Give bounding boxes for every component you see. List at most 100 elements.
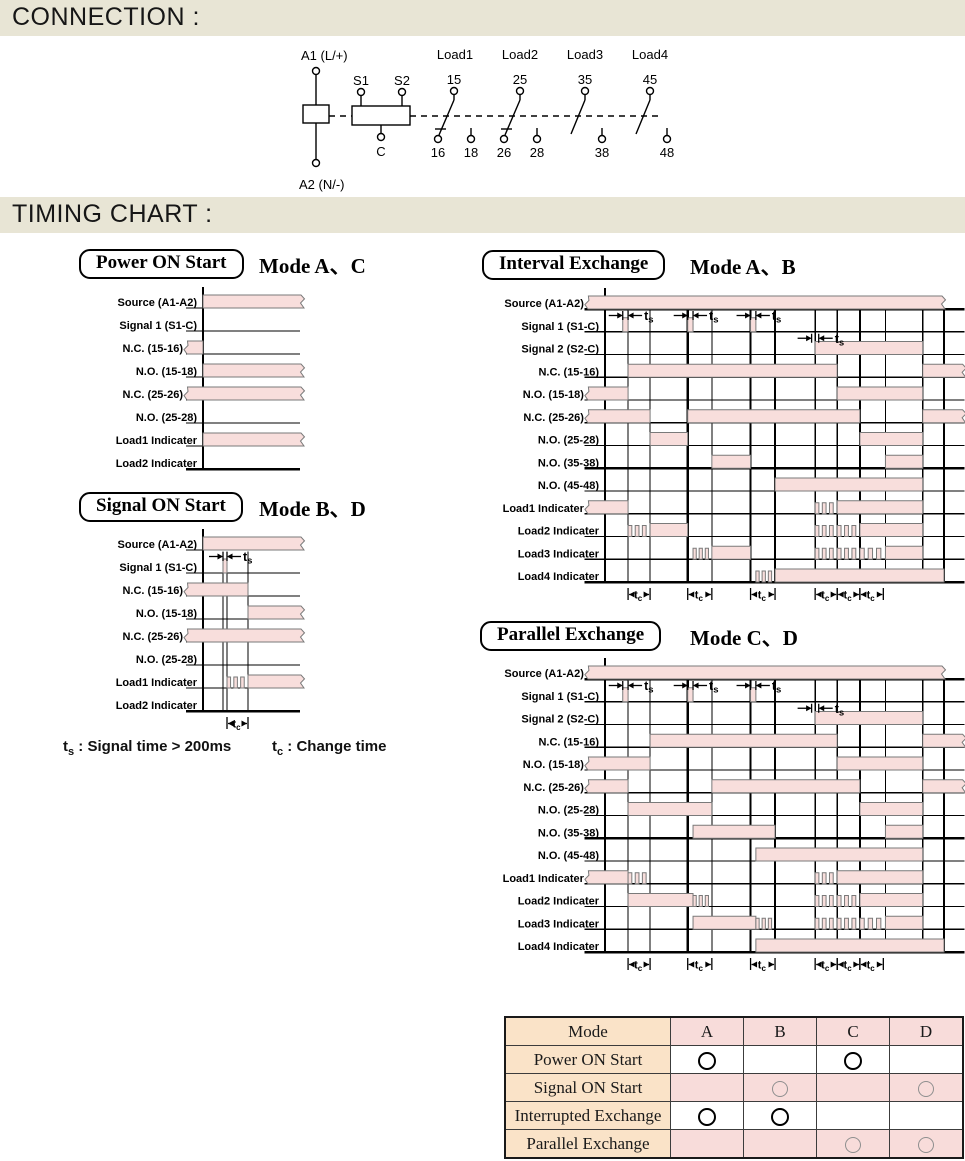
- ts-mark: [797, 703, 833, 713]
- wave-row: N.O. (15-18): [523, 386, 965, 401]
- blink-pulse: [876, 917, 882, 930]
- wave-row: Signal 2 (S2-C): [521, 711, 965, 726]
- wave-bar: [859, 432, 924, 446]
- wave-row-label: N.C. (25-26): [523, 412, 584, 424]
- wave-bar: [627, 363, 838, 378]
- mode-cell-C: [816, 1101, 890, 1130]
- wave-bar: [859, 802, 924, 816]
- wave-row: N.C. (15-16): [538, 733, 965, 748]
- wave-row-label: Load2 Indicater: [518, 896, 600, 908]
- mode-cell-D: [889, 1129, 964, 1159]
- wave-bar: [202, 363, 306, 378]
- svg-text:ts: ts: [709, 309, 718, 326]
- signal-pulse: [750, 687, 757, 703]
- signal-pulse: [222, 558, 228, 574]
- mode-enabled-circle: [698, 1051, 716, 1070]
- blink-pulse: [867, 547, 874, 560]
- wave-bar: [202, 536, 306, 551]
- wave-bar: [183, 582, 249, 597]
- blink-pulse: [767, 570, 773, 583]
- wave-bar: [755, 847, 924, 862]
- wave-bar: [649, 523, 689, 537]
- wave-bar: [687, 409, 861, 424]
- wave-bar: [649, 432, 689, 446]
- coil-box: [302, 104, 330, 124]
- blink-pulse: [814, 895, 820, 907]
- mode-table-row: Interrupted Exchange: [504, 1101, 964, 1130]
- svg-text:ts: ts: [772, 679, 781, 696]
- wave-bar: [692, 915, 757, 930]
- wave-row-label: N.C. (25-26): [122, 389, 183, 401]
- wave-bar: [836, 870, 924, 885]
- wave-row-label: N.O. (25-28): [538, 805, 599, 817]
- wave-row: Source (A1-A2): [118, 536, 306, 551]
- ts-mark: [736, 311, 770, 320]
- wave-bar: [202, 432, 306, 447]
- footnote-change-time: tc : Change time: [272, 738, 387, 758]
- tc-mark: [226, 717, 249, 729]
- label-load2: Load2: [502, 47, 538, 62]
- mode-table-row-label: Parallel Exchange: [504, 1129, 671, 1159]
- label-c: C: [376, 144, 385, 159]
- blink-pulse: [821, 872, 827, 885]
- wave-row: N.C. (15-16): [122, 340, 300, 355]
- mode-table: Mode A B C D Power ON Start Signal ON Start In…: [504, 1016, 964, 1159]
- blink-pulse: [821, 502, 827, 515]
- label-s1: S1: [353, 73, 369, 88]
- wave-bar: [922, 409, 965, 424]
- label-15: 15: [447, 72, 461, 87]
- wave-bar: [836, 386, 924, 401]
- wave-bar: [584, 756, 651, 771]
- wave-bar: [247, 605, 306, 620]
- wave-bar: [922, 363, 965, 378]
- blink-pulse: [761, 570, 766, 583]
- wave-row-label: Source (A1-A2): [504, 668, 584, 680]
- mode-table-header-D: D: [889, 1016, 964, 1046]
- blink-pulse: [634, 872, 640, 885]
- wave-row-label: N.O. (35-38): [538, 457, 599, 469]
- tc-label: tc: [758, 590, 767, 604]
- wave-row: Signal 2 (S2-C): [521, 341, 965, 356]
- tc-label: tc: [233, 719, 242, 733]
- wave-row-label: N.O. (25-28): [136, 654, 197, 666]
- wave-row: Load4 Indicater: [518, 568, 965, 584]
- terminal-38: [597, 134, 607, 144]
- blink-pulse: [627, 872, 633, 885]
- blink-pulse: [641, 525, 647, 537]
- wave-row: N.O. (35-38): [538, 824, 965, 840]
- blink-pulse: [836, 525, 842, 537]
- mode-table-row-label: Interrupted Exchange: [504, 1101, 671, 1130]
- footnote-signal-time: ts : Signal time > 200ms: [63, 738, 232, 758]
- blink-pulse: [828, 547, 834, 560]
- blink-pulse: [698, 547, 703, 560]
- mode-cell-B: [743, 1101, 817, 1130]
- wave-row-label: Load2 Indicater: [116, 700, 198, 712]
- tc-label: tc: [634, 590, 643, 604]
- wave-row: N.C. (25-26): [122, 386, 306, 401]
- ts-mark: [797, 333, 833, 343]
- blink-pulse: [828, 917, 834, 930]
- blink-pulse: [844, 525, 849, 537]
- timing-chart-signal-on-start: Source (A1-A2) Signal 1 (S1-C) N.C. (15-16…: [60, 522, 392, 743]
- blink-pulse: [698, 895, 703, 907]
- wave-bar: [884, 454, 924, 469]
- mode-table-head: Mode A B C D: [504, 1016, 964, 1046]
- wave-bar: [584, 779, 629, 794]
- blink-pulse: [851, 547, 857, 560]
- wave-row: Load3 Indicater: [518, 915, 965, 930]
- blink-pulse: [233, 676, 238, 689]
- label-a1: A1 (L/+): [301, 48, 348, 63]
- wave-row: N.C. (25-26): [523, 409, 965, 424]
- section-title: CONNECTION :: [12, 3, 200, 31]
- tc-mark: [627, 958, 651, 970]
- mode-enabled-circle: [771, 1107, 789, 1126]
- wave-row-label: N.C. (15-16): [122, 343, 183, 355]
- wave-row: N.O. (15-18): [523, 756, 965, 771]
- wave-bar: [183, 340, 204, 355]
- blink-pulse: [821, 525, 827, 537]
- timing-waveform-signal-on-start: Source (A1-A2) Signal 1 (S1-C) N.C. (15-16…: [116, 529, 306, 733]
- tc-label: tc: [758, 960, 767, 974]
- mode-enabled-circle: [845, 1136, 861, 1153]
- blink-pulse: [627, 525, 633, 537]
- wave-row: Load2 Indicater: [518, 523, 965, 538]
